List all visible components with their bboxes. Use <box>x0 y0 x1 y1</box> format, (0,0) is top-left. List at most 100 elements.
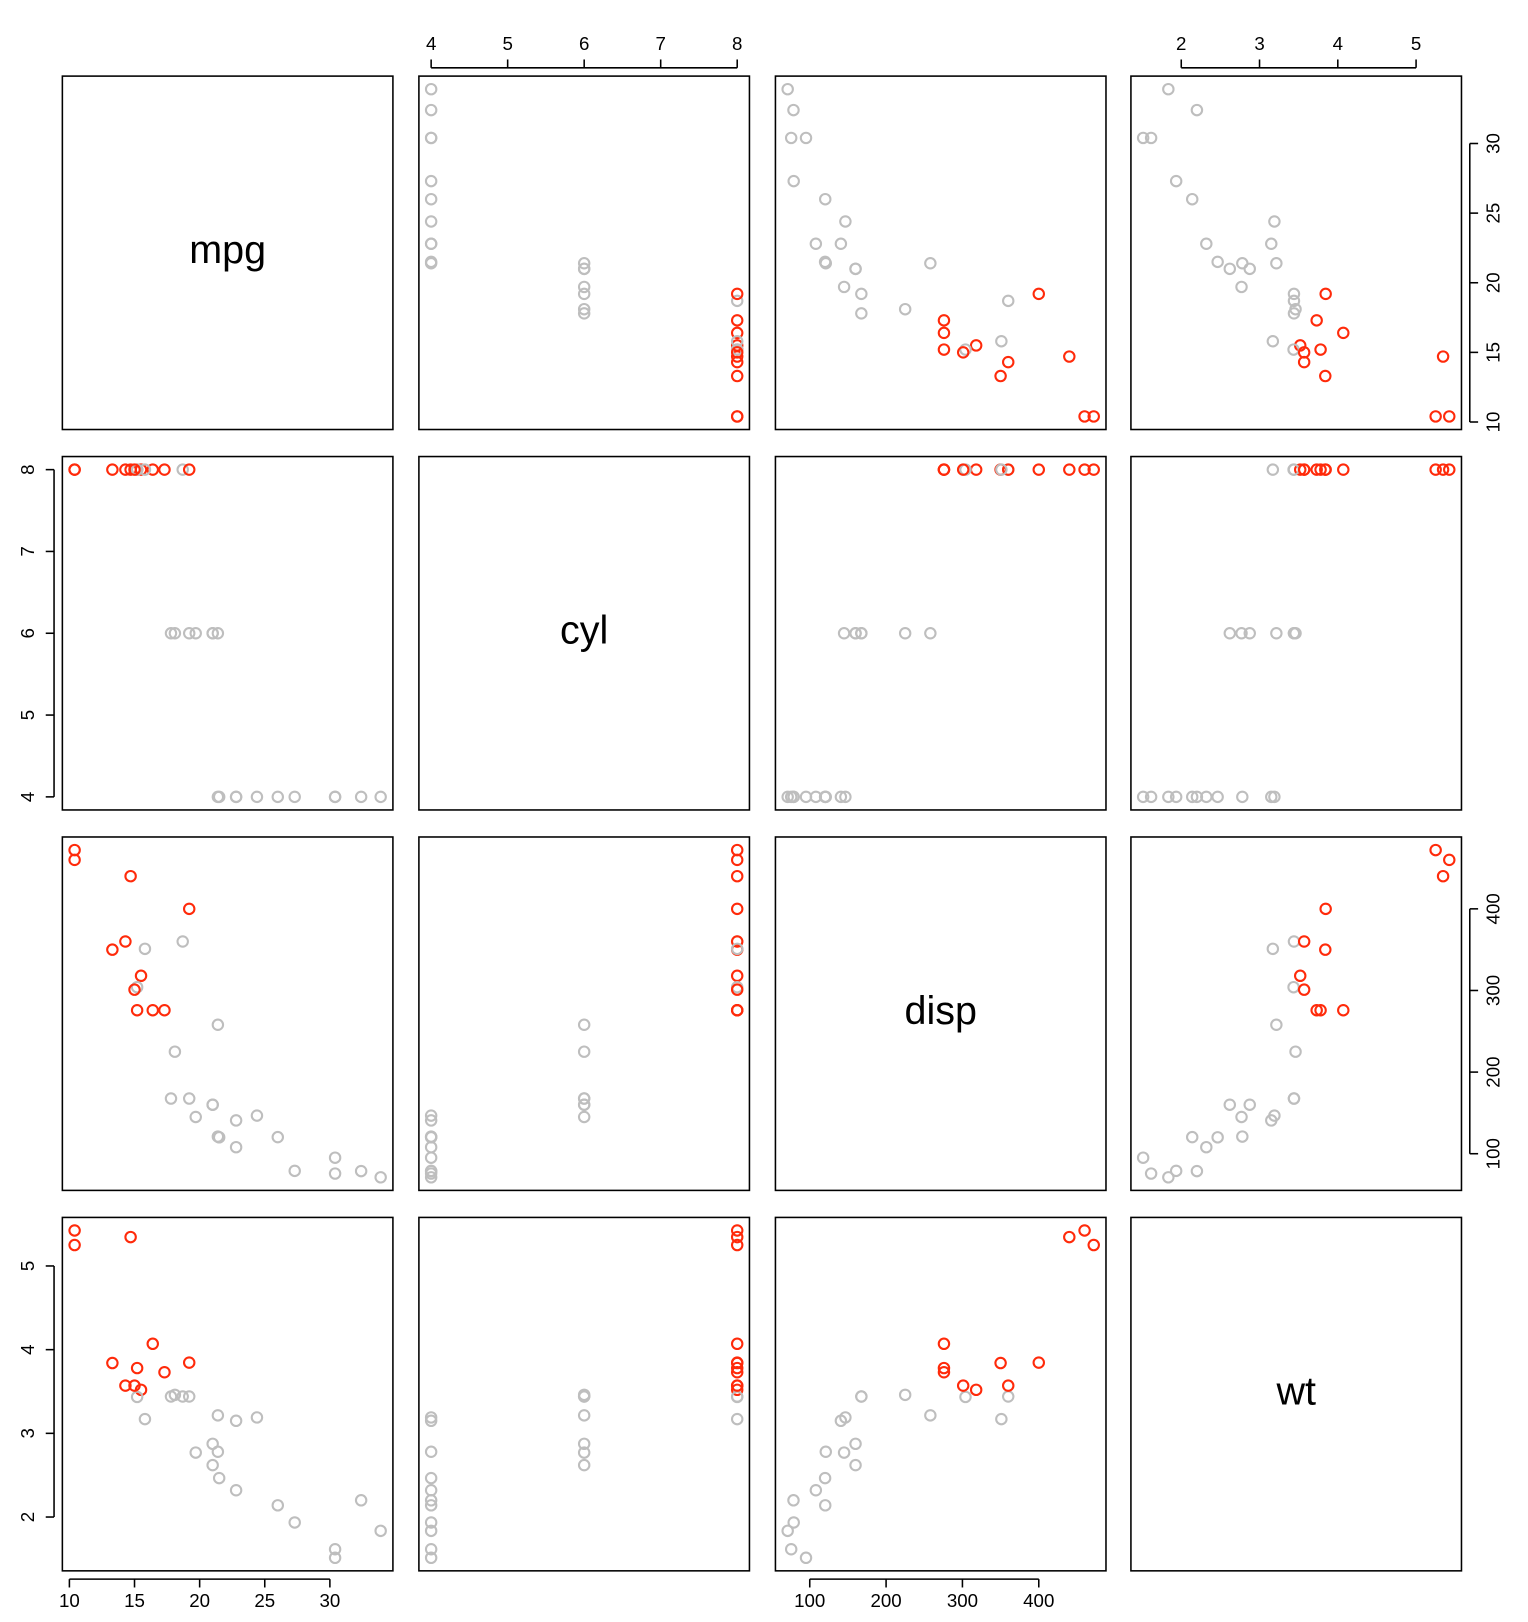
point <box>424 215 438 228</box>
point <box>1001 294 1015 308</box>
y-tick-label: 200 <box>1483 1056 1504 1087</box>
point <box>1223 1098 1237 1111</box>
point <box>1001 355 1015 369</box>
point <box>577 287 591 301</box>
point <box>1200 1140 1213 1154</box>
point <box>937 326 951 340</box>
point <box>1185 192 1199 206</box>
point <box>424 237 438 250</box>
point <box>211 1018 225 1031</box>
point <box>211 790 225 804</box>
point <box>787 1494 800 1507</box>
point <box>206 1098 219 1111</box>
point <box>1162 790 1175 804</box>
point <box>211 1130 225 1143</box>
point <box>124 869 137 883</box>
point <box>1270 257 1283 270</box>
point <box>781 1524 794 1538</box>
point <box>577 1110 591 1124</box>
point <box>68 463 81 476</box>
x-tick-label: 20 <box>189 1590 210 1611</box>
point <box>787 103 800 117</box>
point <box>1270 1018 1283 1031</box>
point <box>959 343 972 356</box>
point <box>1319 463 1332 476</box>
point <box>424 1499 438 1512</box>
point <box>577 1437 591 1451</box>
point <box>1436 350 1450 363</box>
point <box>730 1224 744 1237</box>
point <box>730 969 744 983</box>
point <box>730 1356 744 1369</box>
point <box>1211 255 1224 269</box>
point <box>959 1390 972 1404</box>
point <box>1270 627 1283 640</box>
point <box>250 1109 264 1122</box>
point <box>374 790 387 804</box>
point <box>328 1551 342 1565</box>
point <box>1211 1131 1224 1144</box>
point <box>809 1484 823 1497</box>
point <box>176 463 189 476</box>
y-tick-label: 5 <box>17 1261 38 1271</box>
panel-frame <box>774 836 1107 1192</box>
panel-frame <box>418 1216 751 1572</box>
point <box>937 314 951 327</box>
point <box>837 627 851 640</box>
point <box>130 1003 144 1017</box>
point <box>1235 627 1248 640</box>
point <box>211 1409 225 1422</box>
point <box>1223 262 1237 276</box>
point <box>956 463 970 476</box>
point <box>1297 983 1311 996</box>
point <box>1297 346 1311 359</box>
y-tick-label: 6 <box>17 628 38 638</box>
point <box>354 790 368 804</box>
point <box>1436 463 1450 476</box>
point <box>288 1516 301 1529</box>
point <box>1266 334 1280 348</box>
point <box>924 627 937 640</box>
x-tick-label: 100 <box>794 1590 825 1611</box>
point <box>730 983 744 996</box>
x-tick-label: 5 <box>1411 33 1421 54</box>
point <box>424 1140 438 1154</box>
point <box>1287 294 1301 308</box>
point <box>328 1543 342 1556</box>
point <box>229 1114 243 1127</box>
point <box>1287 627 1301 640</box>
point <box>937 1337 951 1351</box>
panel-frame <box>418 836 751 1192</box>
point <box>956 346 970 359</box>
point <box>730 410 744 423</box>
point <box>1087 410 1100 423</box>
point <box>128 463 141 476</box>
point <box>730 902 744 916</box>
x-tick-label: 6 <box>579 33 589 54</box>
point <box>424 103 438 117</box>
point <box>189 1446 202 1459</box>
point <box>176 1390 189 1403</box>
y-tick-label: 4 <box>17 792 38 802</box>
point <box>182 1356 196 1369</box>
point <box>969 463 983 476</box>
point <box>1297 463 1311 476</box>
point <box>799 1551 813 1565</box>
point <box>1236 257 1249 270</box>
point <box>146 463 159 476</box>
point <box>1169 1164 1183 1178</box>
point <box>182 902 196 916</box>
point <box>211 1445 225 1458</box>
point <box>134 969 148 983</box>
point <box>1200 237 1213 250</box>
point <box>1162 1171 1175 1184</box>
point <box>1087 1238 1100 1252</box>
point <box>819 257 833 270</box>
point <box>424 82 438 96</box>
point <box>424 1414 438 1428</box>
variable-label: wt <box>1275 1370 1316 1414</box>
point <box>730 339 744 352</box>
point <box>730 869 744 883</box>
point <box>1235 280 1248 294</box>
point <box>577 302 591 316</box>
